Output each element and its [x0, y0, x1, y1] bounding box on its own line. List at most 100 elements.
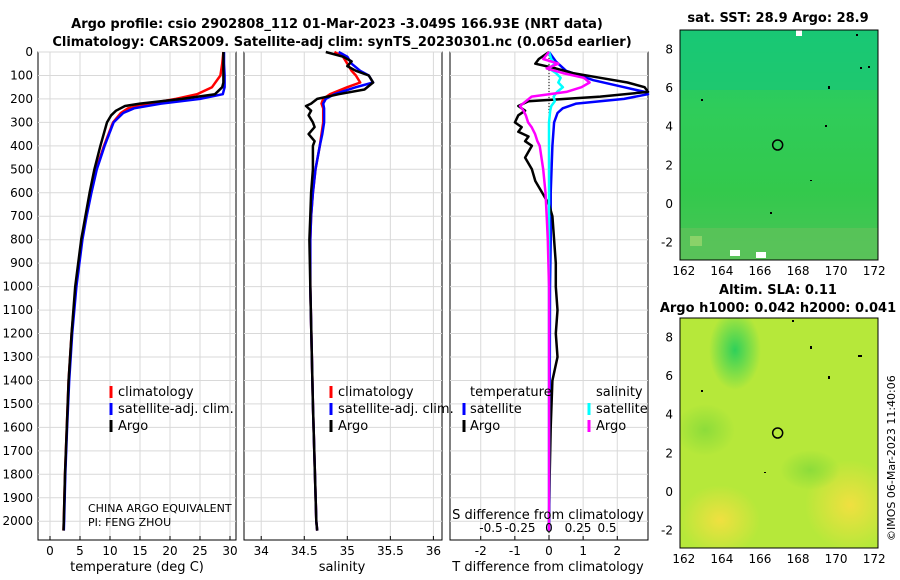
x-tick-label: 30 — [222, 544, 237, 558]
credit-line-2: PI: FENG ZHOU — [88, 516, 171, 529]
header-line-2: Climatology: CARS2009. Satellite-adj cli… — [52, 35, 631, 50]
legend-s-satellite-label: satellite — [596, 402, 648, 417]
x-tick-label: 1 — [579, 544, 587, 558]
map-x-tick-label: 168 — [787, 264, 810, 278]
map-y-tick-label: 2 — [665, 158, 673, 172]
y-tick-label: 100 — [10, 68, 33, 82]
map-y-tick-label: -2 — [661, 236, 673, 250]
difference-profile-salinity-argo-line — [518, 51, 591, 531]
map-x-tick-label: 172 — [863, 264, 886, 278]
x-tick-label: 5 — [76, 544, 84, 558]
map-x-tick-label: 164 — [710, 552, 733, 566]
difference-xlabel: T difference from climatology — [451, 560, 644, 575]
map-x-tick-label: 164 — [710, 264, 733, 278]
salinity-plot-frame — [243, 51, 443, 541]
salinity-profile-argo-line — [304, 50, 375, 531]
map-y-tick-label: 6 — [665, 81, 673, 95]
map-y-tick-label: 8 — [665, 330, 673, 344]
map-x-tick-label: 162 — [672, 264, 695, 278]
map-y-tick-label: 4 — [665, 120, 673, 134]
legend-t-satellite-label: satellite — [470, 402, 522, 417]
x-tick-label: 35 — [340, 544, 355, 558]
salinity-profile-satellite-adj-clim--line — [309, 50, 375, 531]
x-tick-label: 2 — [613, 544, 621, 558]
y-tick-label: 1200 — [2, 327, 33, 341]
legend-climatology-label: climatology — [118, 385, 194, 400]
sla-map-title-1: Altim. SLA: 0.11 — [719, 283, 837, 298]
temperature-profile-climatology-line — [62, 51, 225, 531]
y-tick-label: 600 — [10, 186, 33, 200]
x-tick-label: 34 — [254, 544, 269, 558]
y-tick-label: 900 — [10, 256, 33, 270]
sla-coastline-dots — [701, 320, 862, 473]
y-tick-label: 1900 — [2, 491, 33, 505]
legend-t-argo-label: Argo — [470, 419, 500, 434]
x-tick-label: 36 — [426, 544, 441, 558]
x-tick-label: 25 — [192, 544, 207, 558]
sst-argo-marker — [771, 139, 784, 151]
temperature-legend: climatology satellite-adj. clim. Argo — [109, 385, 234, 434]
x-tick-label: -2 — [475, 544, 487, 558]
temperature-xlabel: temperature (deg C) — [70, 560, 204, 575]
salinity-xlabel: salinity — [319, 560, 366, 575]
sla-map-frame — [679, 317, 879, 549]
y-tick-label: 1700 — [2, 444, 33, 458]
map-y-tick-label: 4 — [665, 408, 673, 422]
salinity-profile-climatology-line — [309, 50, 362, 531]
sst-map-frame — [679, 29, 879, 261]
x-tick-label: 10 — [102, 544, 117, 558]
y-tick-label: 2000 — [2, 514, 33, 528]
difference-legend: temperature satellite Argo salinity sate… — [462, 385, 648, 434]
y-tick-label: 300 — [10, 115, 33, 129]
sla-map-panel: Altim. SLA: 0.11 Argo h1000: 0.042 h2000… — [660, 283, 896, 549]
map-x-tick-label: 166 — [749, 264, 772, 278]
map-y-tick-label: 6 — [665, 369, 673, 383]
x-tick-label: -1 — [509, 544, 521, 558]
legend-salinity-title: salinity — [596, 385, 643, 400]
s-tick-label: 0 — [545, 521, 553, 535]
x-tick-label: 0 — [545, 544, 553, 558]
y-tick-label: 1400 — [2, 373, 33, 387]
sla-map-title-2: Argo h1000: 0.042 h2000: 0.041 — [660, 301, 896, 316]
sst-coastline-dots — [701, 34, 870, 214]
temperature-plot-frame — [37, 51, 237, 541]
map-y-tick-label: -2 — [661, 524, 673, 538]
x-tick-label: 0 — [46, 544, 54, 558]
credit-line-1: CHINA ARGO EQUIVALENT — [88, 502, 232, 515]
y-tick-label: 1800 — [2, 467, 33, 481]
map-y-tick-label: 8 — [665, 42, 673, 56]
map-x-tick-label: 166 — [749, 552, 772, 566]
y-tick-label: 1500 — [2, 397, 33, 411]
map-x-tick-label: 172 — [863, 552, 886, 566]
map-x-tick-label: 168 — [787, 552, 810, 566]
map-y-tick-label: 0 — [665, 197, 673, 211]
y-tick-label: 500 — [10, 162, 33, 176]
x-tick-label: 15 — [132, 544, 147, 558]
s-tick-label: -0.5 — [479, 521, 502, 535]
salinity-legend: climatology satellite-adj. clim. Argo — [329, 385, 454, 434]
sla-argo-marker — [771, 427, 784, 439]
y-tick-label: 1000 — [2, 280, 33, 294]
y-tick-label: 200 — [10, 92, 33, 106]
temperature-profile-argo-line — [62, 52, 225, 531]
s-tick-label: 0.25 — [565, 521, 592, 535]
y-tick-label: 400 — [10, 139, 33, 153]
sal-legend-climatology-label: climatology — [338, 385, 414, 400]
s-tick-label: -0.25 — [504, 521, 535, 535]
y-tick-label: 1100 — [2, 303, 33, 317]
y-tick-label: 1300 — [2, 350, 33, 364]
y-tick-label: 800 — [10, 233, 33, 247]
legend-satellite-label: satellite-adj. clim. — [118, 402, 234, 417]
map-x-tick-label: 170 — [825, 264, 848, 278]
x-tick-label: 20 — [162, 544, 177, 558]
map-x-tick-label: 162 — [672, 552, 695, 566]
map-y-tick-label: 0 — [665, 485, 673, 499]
y-tick-label: 0 — [25, 45, 33, 59]
legend-temperature-title: temperature — [470, 385, 552, 400]
s-difference-label: S difference from climatology — [452, 508, 644, 523]
sal-legend-satellite-label: satellite-adj. clim. — [338, 402, 454, 417]
difference-profile-temperature-argo-line — [513, 50, 650, 531]
sst-map-panel: sat. SST: 28.9 Argo: 28.9 — [679, 11, 879, 261]
legend-argo-label: Argo — [118, 419, 148, 434]
